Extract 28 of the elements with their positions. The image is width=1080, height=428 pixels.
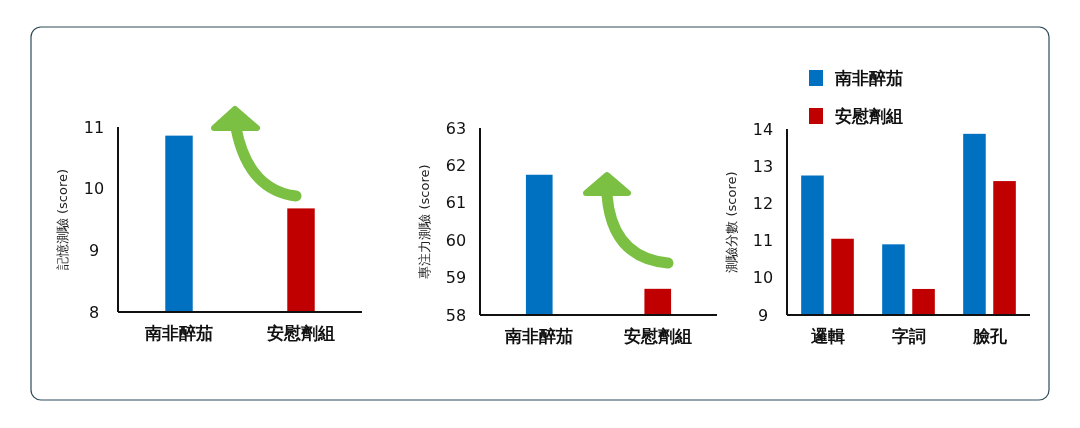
y-tick-label: 13 bbox=[752, 156, 774, 176]
x-tick-label: 安慰劑組 bbox=[267, 323, 335, 343]
y-tick-label: 58 bbox=[445, 305, 467, 325]
y-tick-label: 62 bbox=[445, 155, 467, 175]
y-axis-title: 專注力測驗 (score) bbox=[416, 164, 432, 279]
y-tick-label: 12 bbox=[752, 193, 774, 213]
y-tick-label: 9 bbox=[88, 240, 100, 260]
x-tick-label: 臉孔 bbox=[971, 326, 1008, 346]
y-tick-label: 63 bbox=[445, 118, 467, 138]
y-tick-label: 60 bbox=[445, 230, 467, 250]
y-tick-label: 10 bbox=[83, 179, 105, 199]
x-tick-label: 字詞 bbox=[891, 326, 926, 346]
x-tick-label: 南非醉茄 bbox=[504, 326, 574, 346]
y-tick-label: 59 bbox=[445, 268, 467, 288]
x-tick-label: 南非醉茄 bbox=[144, 323, 213, 343]
legend-label: 安慰劑組 bbox=[835, 106, 903, 126]
y-axis-title: 記憶測驗 (score) bbox=[54, 168, 70, 271]
x-tick-label: 安慰劑組 bbox=[623, 326, 692, 346]
y-tick-label: 8 bbox=[88, 302, 100, 322]
y-tick-label: 10 bbox=[752, 268, 774, 288]
y-tick-label: 14 bbox=[752, 119, 774, 139]
y-tick-label: 61 bbox=[445, 193, 467, 213]
y-axis-title: 測驗分數 (score) bbox=[723, 171, 739, 273]
legend-label: 南非醉茄 bbox=[834, 68, 903, 88]
y-tick-label: 11 bbox=[83, 117, 105, 137]
y-tick-label: 11 bbox=[752, 231, 774, 251]
x-tick-label: 邏輯 bbox=[809, 326, 845, 346]
y-tick-label: 9 bbox=[757, 305, 769, 325]
